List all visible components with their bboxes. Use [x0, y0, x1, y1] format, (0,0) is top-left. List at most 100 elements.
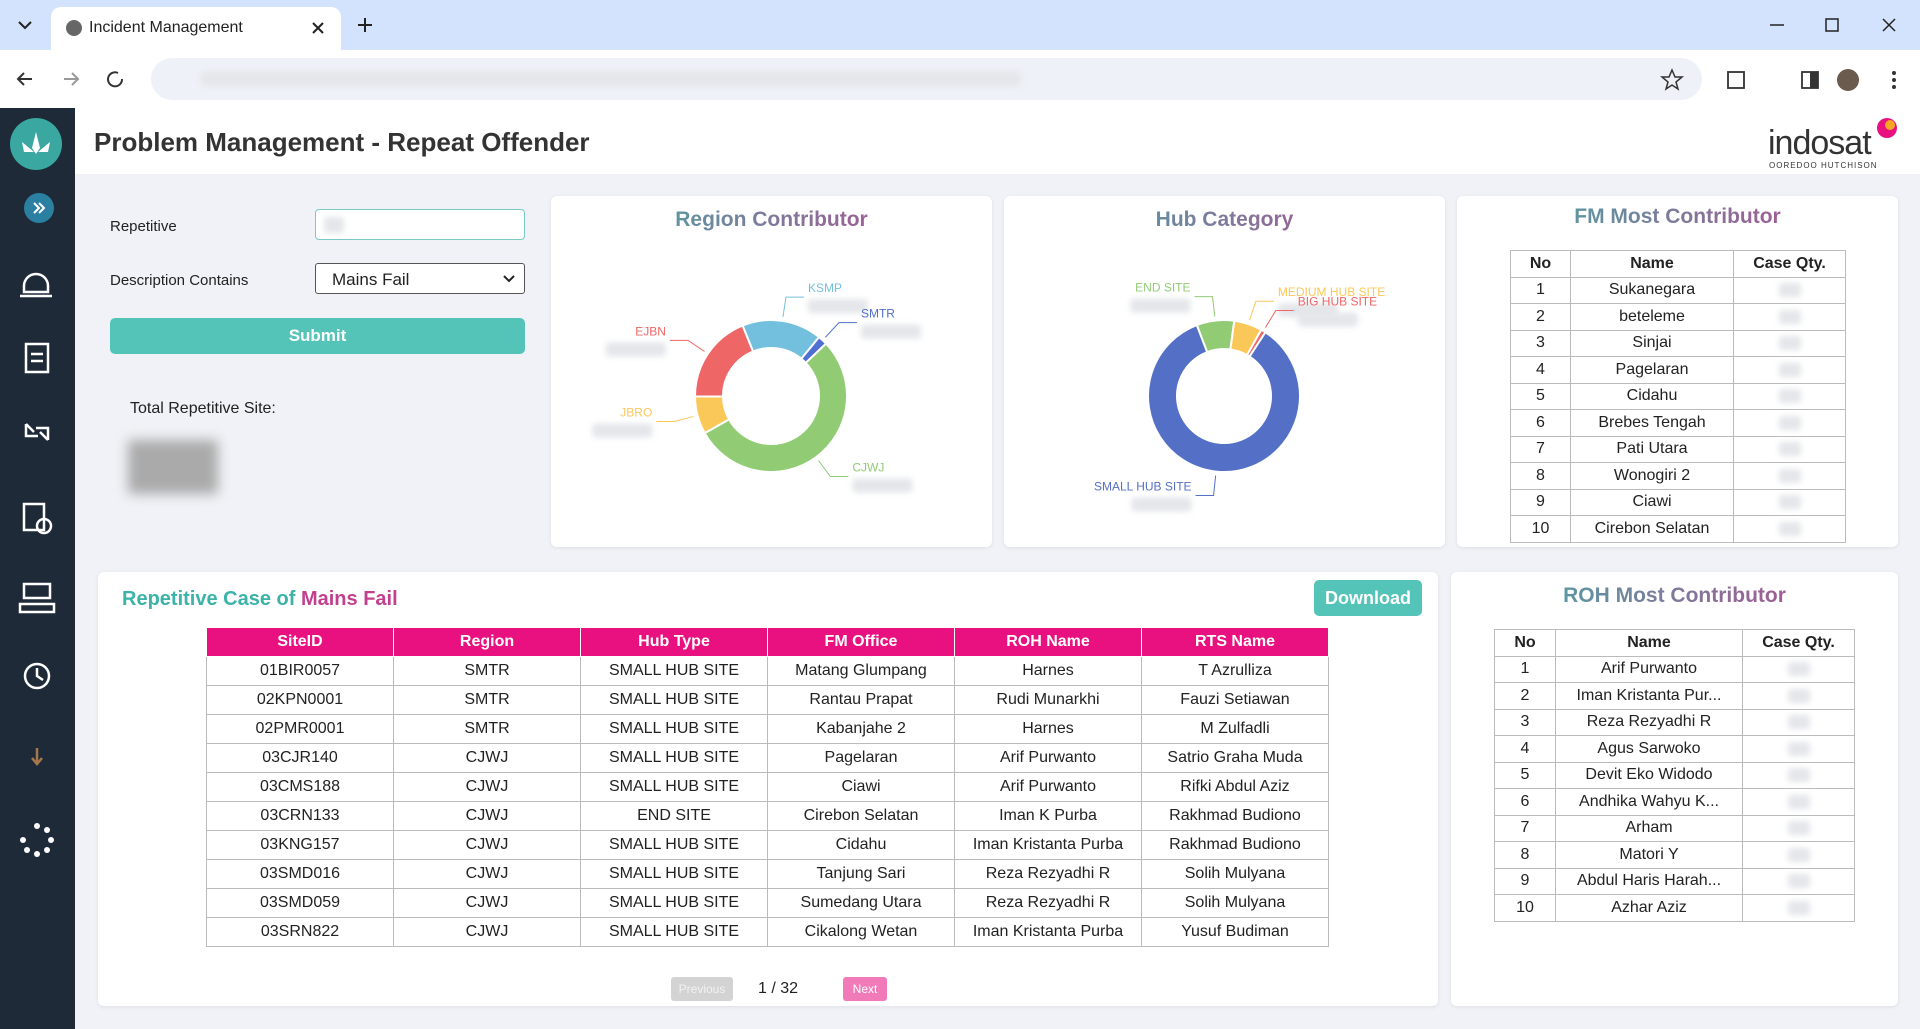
table-cell — [1733, 488, 1846, 516]
input-blurred — [324, 217, 344, 233]
table-cell: 10 — [1494, 894, 1556, 922]
table-row: 03CJR140 CJWJ SMALL HUB SITE Pagelaran Arif … — [206, 743, 1329, 773]
table-row: 3 Sinjai — [1510, 329, 1846, 357]
segment-label: BIG HUB SITE — [1298, 294, 1377, 308]
qty-blurred — [1778, 495, 1801, 510]
previous-button[interactable]: Previous — [671, 977, 733, 1001]
tab-close[interactable] — [311, 21, 325, 35]
region-card: Region Contributor KSMP SMTR CJWJ JBRO EJBN — [551, 196, 992, 547]
fm-card: FM Most Contributor No Name Case Qty. 1 Suka… — [1457, 196, 1898, 547]
table-cell: Iman Kristanta Purba — [954, 830, 1142, 860]
table-cell: Pagelaran — [1570, 356, 1734, 384]
table-cell: Rakhmad Budiono — [1141, 801, 1329, 831]
table-cell: 8 — [1510, 462, 1571, 490]
qty-blurred — [1778, 283, 1801, 298]
table-cell: 6 — [1494, 788, 1556, 816]
table-cell: Rudi Munarkhi — [954, 685, 1142, 715]
table-cell: Harnes — [954, 656, 1142, 686]
logo-mark — [1877, 118, 1897, 138]
tab[interactable]: Incident Management — [51, 7, 341, 50]
table-cell — [1742, 682, 1855, 710]
tab-title: Incident Management — [89, 19, 243, 36]
table-row: 1 Sukanegara — [1510, 276, 1846, 304]
table-cell: Cidahu — [1570, 382, 1734, 410]
table-cell: Tanjung Sari — [767, 859, 955, 889]
table-cell: 5 — [1510, 382, 1571, 410]
table-cell: 02KPN0001 — [206, 685, 394, 715]
sidebar-icons[interactable] — [0, 108, 75, 1029]
table-cell: Sukanegara — [1570, 276, 1734, 304]
chart-title: Region Contributor — [551, 208, 992, 232]
column-header: Case Qty. — [1742, 629, 1855, 657]
table-row: 9 Abdul Haris Harah... — [1494, 867, 1855, 895]
table-cell: SMALL HUB SITE — [580, 917, 768, 947]
total-blurred — [128, 440, 218, 494]
table-cell: Abdul Haris Harah... — [1555, 867, 1743, 895]
leader-line — [1195, 475, 1217, 496]
table-cell — [1733, 276, 1846, 304]
description-select[interactable]: Mains Fail — [315, 263, 525, 294]
page-title: Problem Management - Repeat Offender — [94, 127, 590, 157]
table-row: 7 Arham — [1494, 814, 1855, 842]
qty-blurred — [1778, 362, 1801, 377]
table-cell — [1733, 303, 1846, 331]
header-row: SiteID Region Hub Type FM Office ROH Name RTS… — [206, 627, 1329, 657]
case-card: Repetitive Case of Mains Fail Download P… — [98, 572, 1438, 1006]
table-cell: Arif Purwanto — [954, 772, 1142, 802]
table-row: 2 beteleme — [1510, 303, 1846, 331]
table-cell: Brebes Tengah — [1570, 409, 1734, 437]
table-cell: 01BIR0057 — [206, 656, 394, 686]
nav-buttons[interactable] — [14, 68, 124, 90]
favicon — [66, 20, 82, 36]
leader-line — [782, 296, 804, 317]
table-cell: Iman K Purba — [954, 801, 1142, 831]
column-header: Case Qty. — [1733, 250, 1846, 278]
leader-line — [1194, 296, 1216, 317]
value-blurred — [860, 324, 921, 339]
table-cell — [1733, 462, 1846, 490]
table-cell — [1742, 735, 1855, 763]
address-bar[interactable] — [151, 58, 1702, 100]
table-row: 10 Cirebon Selatan — [1510, 515, 1846, 543]
toolbar-icons[interactable] — [1660, 68, 1900, 92]
submit-button[interactable]: Submit — [110, 318, 525, 354]
column-header: ROH Name — [954, 627, 1142, 657]
description-label: Description Contains — [110, 272, 249, 289]
table-cell: Pati Utara — [1570, 435, 1734, 463]
table-row: 8 Wonogiri 2 — [1510, 462, 1846, 490]
column-header: Hub Type — [580, 627, 768, 657]
table-cell: Solih Mulyana — [1141, 859, 1329, 889]
table-cell: CJWJ — [393, 830, 581, 860]
table-cell: 2 — [1494, 682, 1556, 710]
table-cell: Agus Sarwoko — [1555, 735, 1743, 763]
table-row: 4 Pagelaran — [1510, 356, 1846, 384]
new-tab[interactable] — [356, 16, 374, 34]
table-cell: Azhar Aziz — [1555, 894, 1743, 922]
table-cell: 3 — [1494, 708, 1556, 736]
table-cell: 03KNG157 — [206, 830, 394, 860]
table-cell: 10 — [1510, 515, 1571, 543]
table-cell: Devit Eko Widodo — [1555, 761, 1743, 789]
data-table: No Name Case Qty. 1 Sukanegara 2 beteleme 3 Sinj… — [1510, 250, 1846, 543]
table-cell: Reza Rezyadhi R — [954, 859, 1142, 889]
table-cell: 03CJR140 — [206, 743, 394, 773]
table-row: 4 Agus Sarwoko — [1494, 735, 1855, 763]
table-cell: SMALL HUB SITE — [580, 830, 768, 860]
repetitive-input[interactable] — [315, 209, 525, 240]
window-controls[interactable] — [1766, 16, 1916, 34]
table-cell — [1742, 841, 1855, 869]
tab-list-button[interactable] — [14, 16, 36, 34]
total-label: Total Repetitive Site: — [130, 400, 276, 417]
donut-segment — [1147, 323, 1301, 473]
tab-bar: Incident Management — [0, 0, 1920, 50]
table-cell — [1742, 894, 1855, 922]
table-cell: Sumedang Utara — [767, 888, 955, 918]
logo-subtitle: OOREDOO HUTCHISON — [1769, 161, 1878, 170]
table-cell: 03SMD059 — [206, 888, 394, 918]
table-cell: Solih Mulyana — [1141, 888, 1329, 918]
next-button[interactable]: Next — [843, 977, 887, 1001]
table-cell: SMTR — [393, 685, 581, 715]
qty-blurred — [1778, 389, 1801, 404]
download-button[interactable]: Download — [1314, 580, 1422, 616]
qty-blurred — [1787, 900, 1810, 915]
